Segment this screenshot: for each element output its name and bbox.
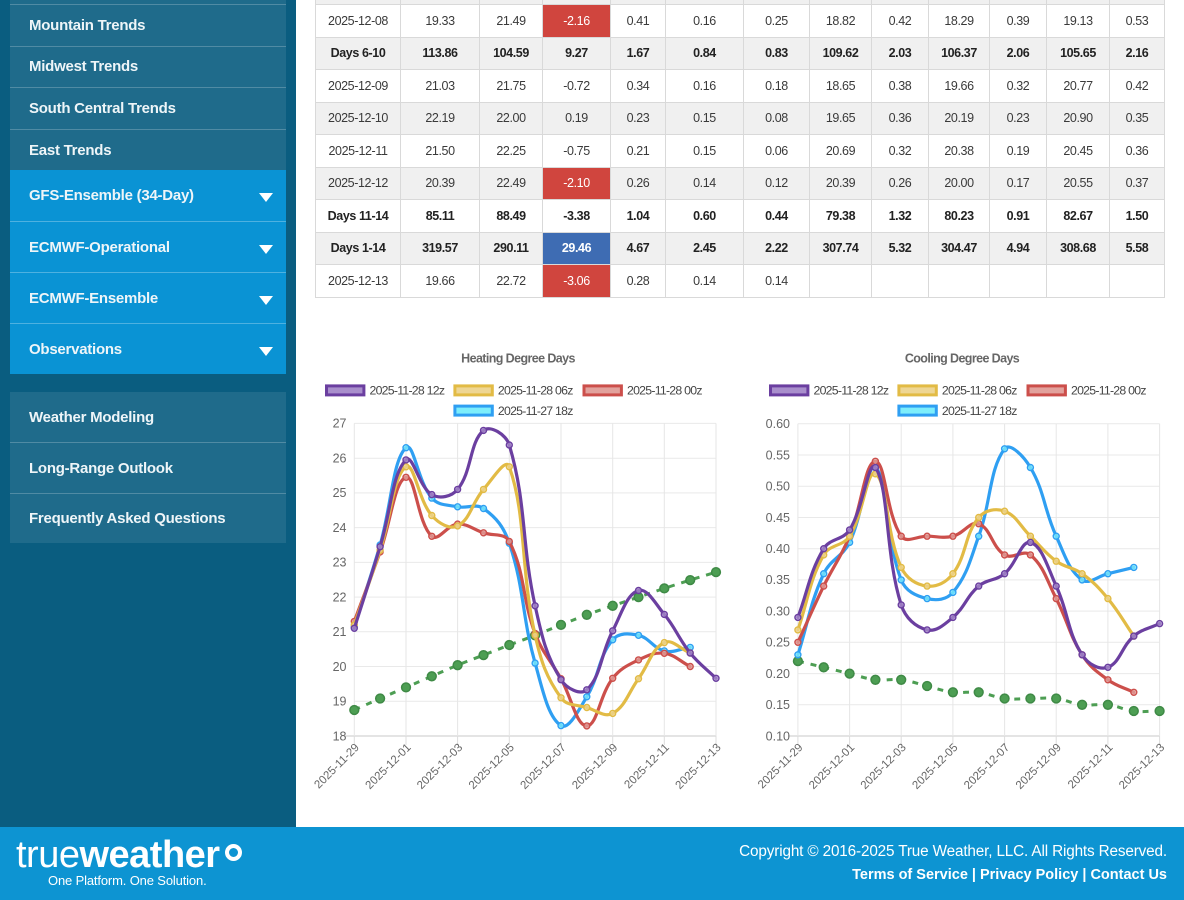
svg-text:2025-12-13: 2025-12-13 [1117,742,1167,792]
svg-text:2025-11-28 06z: 2025-11-28 06z [942,384,1017,398]
svg-text:26: 26 [333,452,347,466]
svg-text:21: 21 [333,625,347,639]
svg-text:2025-12-09: 2025-12-09 [1014,742,1064,792]
svg-text:24: 24 [333,521,347,535]
svg-text:2025-12-03: 2025-12-03 [415,742,465,792]
svg-text:2025-12-11: 2025-12-11 [1066,742,1115,791]
svg-text:Cooling Degree Days: Cooling Degree Days [905,352,1020,366]
svg-text:2025-11-28 12z: 2025-11-28 12z [370,384,445,398]
svg-text:22: 22 [333,590,347,604]
svg-text:0.25: 0.25 [766,636,790,650]
svg-text:2025-12-11: 2025-12-11 [622,742,671,791]
svg-text:20: 20 [333,660,347,674]
svg-text:2025-12-05: 2025-12-05 [467,742,517,792]
svg-text:0.30: 0.30 [766,604,790,618]
svg-text:2025-12-09: 2025-12-09 [570,742,620,792]
svg-text:2025-12-13: 2025-12-13 [674,742,724,792]
svg-text:0.45: 0.45 [766,511,790,525]
svg-text:2025-11-27 18z: 2025-11-27 18z [498,404,573,418]
svg-text:2025-11-29: 2025-11-29 [756,742,805,791]
svg-text:2025-12-01: 2025-12-01 [807,742,857,792]
svg-text:2025-11-28 00z: 2025-11-28 00z [627,384,702,398]
svg-text:2025-12-05: 2025-12-05 [910,742,960,792]
svg-text:0.50: 0.50 [766,480,790,494]
svg-text:25: 25 [333,486,347,500]
svg-text:0.40: 0.40 [766,542,790,556]
svg-text:2025-11-29: 2025-11-29 [312,742,361,791]
svg-text:0.60: 0.60 [766,417,790,431]
svg-text:0.35: 0.35 [766,573,790,587]
svg-text:Heating Degree Days: Heating Degree Days [461,352,575,366]
svg-text:2025-12-03: 2025-12-03 [859,742,909,792]
svg-text:0.10: 0.10 [766,729,790,743]
svg-text:23: 23 [333,556,347,570]
svg-text:0.20: 0.20 [766,667,790,681]
svg-text:2025-12-01: 2025-12-01 [364,742,414,792]
svg-text:0.15: 0.15 [766,698,790,712]
svg-text:18: 18 [333,729,347,743]
svg-text:2025-12-07: 2025-12-07 [519,742,569,792]
svg-text:2025-11-28 12z: 2025-11-28 12z [814,384,889,398]
svg-text:27: 27 [333,417,347,431]
svg-text:0.55: 0.55 [766,448,790,462]
svg-text:19: 19 [333,695,347,709]
svg-text:2025-12-07: 2025-12-07 [962,742,1012,792]
svg-text:2025-11-28 06z: 2025-11-28 06z [498,384,573,398]
svg-text:2025-11-28 00z: 2025-11-28 00z [1071,384,1146,398]
svg-text:2025-11-27 18z: 2025-11-27 18z [942,404,1017,418]
